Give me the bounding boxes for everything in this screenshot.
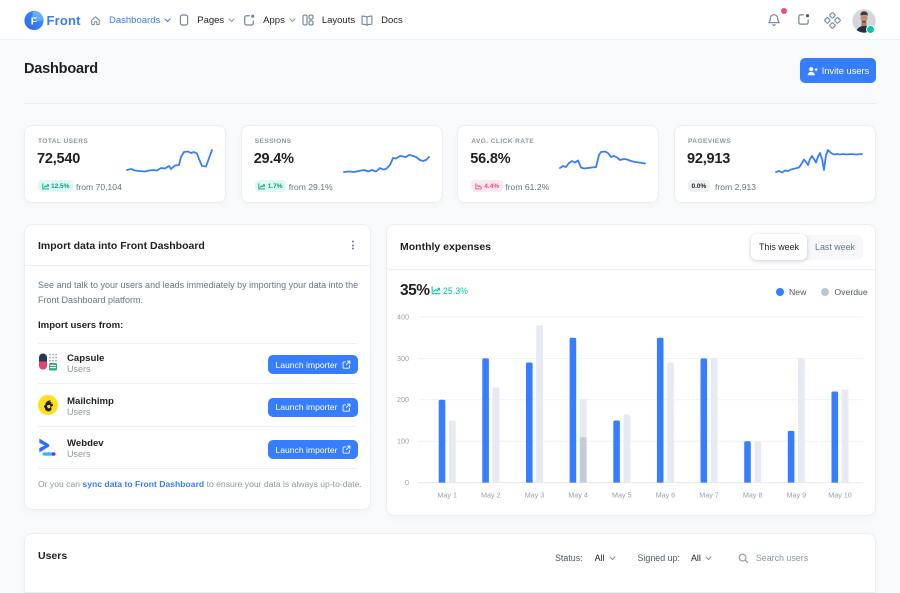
svg-text:May 2: May 2 bbox=[481, 491, 501, 500]
svg-text:300: 300 bbox=[397, 354, 409, 363]
svg-text:F: F bbox=[31, 16, 38, 28]
svg-text:May 8: May 8 bbox=[743, 491, 763, 500]
svg-text:May 4: May 4 bbox=[568, 491, 588, 500]
svg-text:0: 0 bbox=[405, 478, 409, 487]
svg-text:May 3: May 3 bbox=[525, 491, 545, 500]
svg-text:200: 200 bbox=[397, 395, 409, 404]
svg-text:May 10: May 10 bbox=[828, 491, 852, 500]
svg-text:May 6: May 6 bbox=[656, 491, 676, 500]
svg-text:400: 400 bbox=[397, 312, 409, 321]
svg-text:May 7: May 7 bbox=[699, 491, 719, 500]
svg-text:May 9: May 9 bbox=[787, 491, 807, 500]
svg-text:May 5: May 5 bbox=[612, 491, 632, 500]
svg-text:May 1: May 1 bbox=[437, 491, 457, 500]
svg-text:100: 100 bbox=[397, 437, 409, 446]
